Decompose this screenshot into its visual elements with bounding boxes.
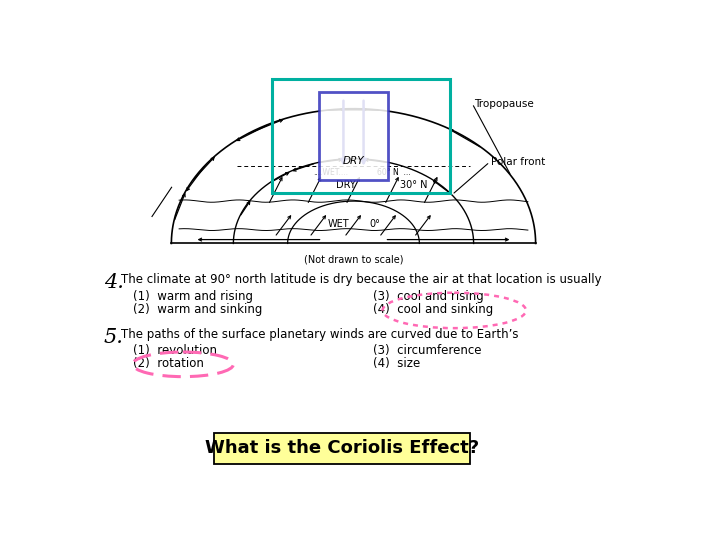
- Text: WET: WET: [327, 219, 348, 229]
- Text: DRY: DRY: [336, 179, 356, 190]
- Text: 60° N  ...: 60° N ...: [377, 168, 410, 177]
- Text: Polar front: Polar front: [492, 157, 546, 167]
- Text: (2)  rotation: (2) rotation: [132, 357, 204, 370]
- Text: 30° N: 30° N: [400, 179, 428, 190]
- Bar: [319, 92, 388, 180]
- Text: What is the Coriolis Effect?: What is the Coriolis Effect?: [204, 439, 479, 457]
- Bar: [214, 433, 469, 464]
- Text: (Not drawn to scale): (Not drawn to scale): [304, 255, 403, 265]
- Text: 4.: 4.: [104, 273, 124, 292]
- Text: ....WET....: ....WET....: [312, 168, 348, 177]
- Text: (3)  circumference: (3) circumference: [373, 343, 482, 356]
- Text: (1)  revolution: (1) revolution: [132, 343, 217, 356]
- Text: (1)  warm and rising: (1) warm and rising: [132, 289, 253, 302]
- Text: (4)  cool and sinking: (4) cool and sinking: [373, 303, 493, 316]
- Text: 5.: 5.: [104, 328, 124, 347]
- Bar: [272, 79, 451, 193]
- Text: 0°: 0°: [369, 219, 380, 229]
- Text: (4)  size: (4) size: [373, 357, 420, 370]
- Text: (2)  warm and sinking: (2) warm and sinking: [132, 303, 262, 316]
- Text: The paths of the surface planetary winds are curved due to Earth’s: The paths of the surface planetary winds…: [121, 328, 518, 341]
- Text: (3)  cool and rising: (3) cool and rising: [373, 289, 484, 302]
- Text: Tropopause: Tropopause: [474, 99, 534, 110]
- Text: DRY: DRY: [343, 156, 364, 166]
- Text: The climate at 90° north latitude is dry because the air at that location is usu: The climate at 90° north latitude is dry…: [121, 273, 602, 286]
